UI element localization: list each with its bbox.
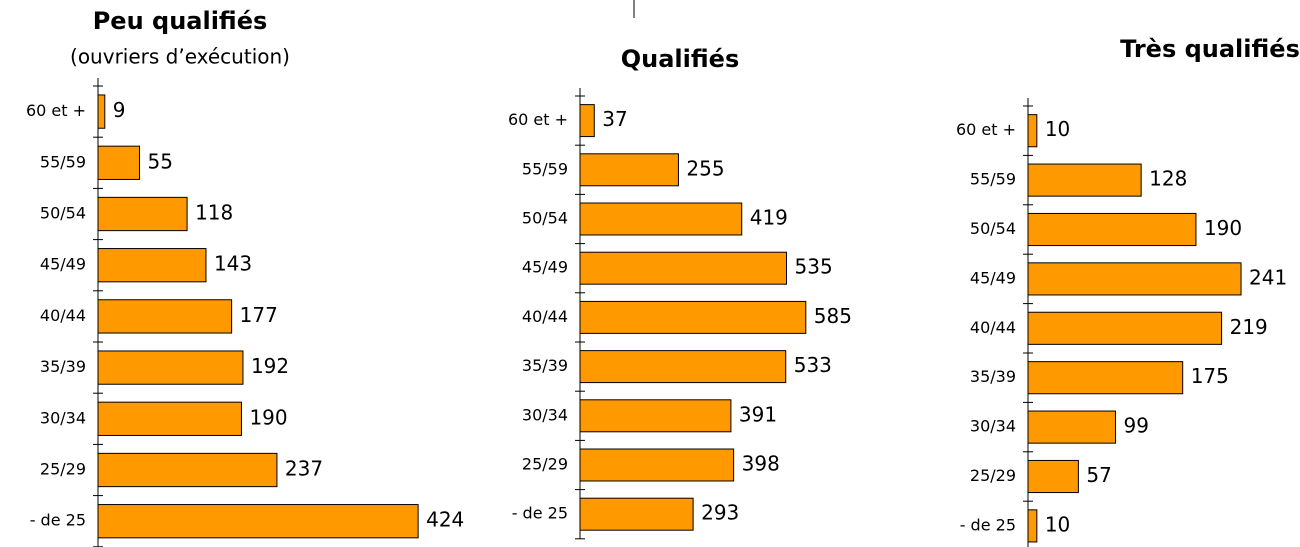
category-label: 45/49 bbox=[970, 268, 1016, 287]
value-label: 293 bbox=[701, 501, 739, 525]
category-label: 40/44 bbox=[40, 306, 86, 325]
value-label: 241 bbox=[1249, 265, 1287, 289]
category-label: - de 25 bbox=[512, 504, 568, 523]
value-label: 118 bbox=[195, 201, 233, 225]
chart-subtitle: (ouvriers d’exécution) bbox=[70, 45, 290, 69]
value-label: 55 bbox=[148, 149, 173, 173]
value-label: 535 bbox=[795, 255, 833, 279]
value-label: 219 bbox=[1230, 315, 1268, 339]
bar bbox=[97, 248, 207, 283]
category-label: 35/39 bbox=[970, 367, 1016, 386]
category-label: 50/54 bbox=[970, 219, 1016, 238]
bar bbox=[1027, 311, 1223, 345]
value-label: 391 bbox=[739, 402, 777, 426]
category-label: 50/54 bbox=[40, 204, 86, 223]
bar bbox=[579, 202, 743, 236]
bar bbox=[97, 401, 242, 436]
value-label: 10 bbox=[1045, 117, 1070, 141]
value-label: 585 bbox=[814, 304, 852, 328]
bar bbox=[1027, 410, 1117, 444]
value-label: 192 bbox=[251, 354, 289, 378]
category-label: 45/49 bbox=[522, 258, 568, 277]
value-label: 37 bbox=[602, 107, 627, 131]
bar bbox=[1027, 459, 1079, 494]
value-label: 9 bbox=[113, 98, 126, 122]
category-label: 40/44 bbox=[522, 307, 568, 326]
value-label: 237 bbox=[285, 457, 323, 481]
bar bbox=[1027, 163, 1142, 197]
category-label: 55/59 bbox=[40, 152, 86, 171]
chart-title: Peu qualifiés bbox=[93, 7, 268, 35]
category-label: 25/29 bbox=[970, 466, 1016, 485]
value-label: 398 bbox=[742, 452, 780, 476]
bar bbox=[579, 300, 807, 334]
category-label: 35/39 bbox=[40, 357, 86, 376]
value-label: 177 bbox=[240, 303, 278, 327]
bar bbox=[579, 497, 694, 531]
bar bbox=[579, 399, 732, 433]
category-label: 55/59 bbox=[522, 159, 568, 178]
bar bbox=[97, 452, 278, 488]
value-label: 190 bbox=[249, 405, 287, 429]
category-label: 60 et + bbox=[956, 120, 1016, 139]
category-label: 55/59 bbox=[970, 170, 1016, 189]
category-label: 60 et + bbox=[508, 110, 568, 129]
category-label: 30/34 bbox=[40, 408, 86, 427]
chart-title: Qualifiés bbox=[621, 45, 740, 73]
bar bbox=[97, 504, 419, 539]
category-label: - de 25 bbox=[960, 515, 1016, 534]
bar bbox=[97, 145, 141, 180]
category-label: 25/29 bbox=[40, 460, 86, 479]
category-label: 45/49 bbox=[40, 255, 86, 274]
category-label: 40/44 bbox=[970, 318, 1016, 337]
bar bbox=[97, 94, 106, 129]
bar bbox=[1027, 509, 1038, 543]
category-label: 50/54 bbox=[522, 209, 568, 228]
bar bbox=[579, 350, 787, 384]
value-label: 533 bbox=[794, 353, 832, 377]
value-label: 57 bbox=[1086, 463, 1111, 487]
bar bbox=[579, 251, 788, 285]
value-label: 419 bbox=[750, 206, 788, 230]
bar bbox=[97, 299, 233, 334]
value-label: 10 bbox=[1045, 512, 1070, 536]
value-label: 424 bbox=[426, 508, 464, 532]
bar bbox=[1027, 114, 1038, 148]
category-label: 25/29 bbox=[522, 455, 568, 474]
category-label: - de 25 bbox=[30, 511, 86, 530]
bar bbox=[579, 104, 595, 138]
category-label: 30/34 bbox=[522, 405, 568, 424]
bar bbox=[579, 448, 735, 482]
bar bbox=[1027, 262, 1242, 296]
value-label: 175 bbox=[1191, 364, 1229, 388]
bar bbox=[1027, 212, 1197, 247]
value-label: 190 bbox=[1204, 216, 1242, 240]
value-label: 128 bbox=[1149, 167, 1187, 191]
category-label: 30/34 bbox=[970, 417, 1016, 436]
bar bbox=[1027, 361, 1184, 395]
value-label: 99 bbox=[1124, 414, 1149, 438]
bar bbox=[97, 350, 244, 385]
chart-title: Très qualifiés bbox=[1120, 35, 1300, 63]
category-label: 60 et + bbox=[26, 101, 86, 120]
category-label: 35/39 bbox=[522, 356, 568, 375]
bar bbox=[579, 153, 679, 187]
value-label: 143 bbox=[214, 252, 252, 276]
value-label: 255 bbox=[686, 156, 724, 180]
bar bbox=[97, 196, 188, 232]
